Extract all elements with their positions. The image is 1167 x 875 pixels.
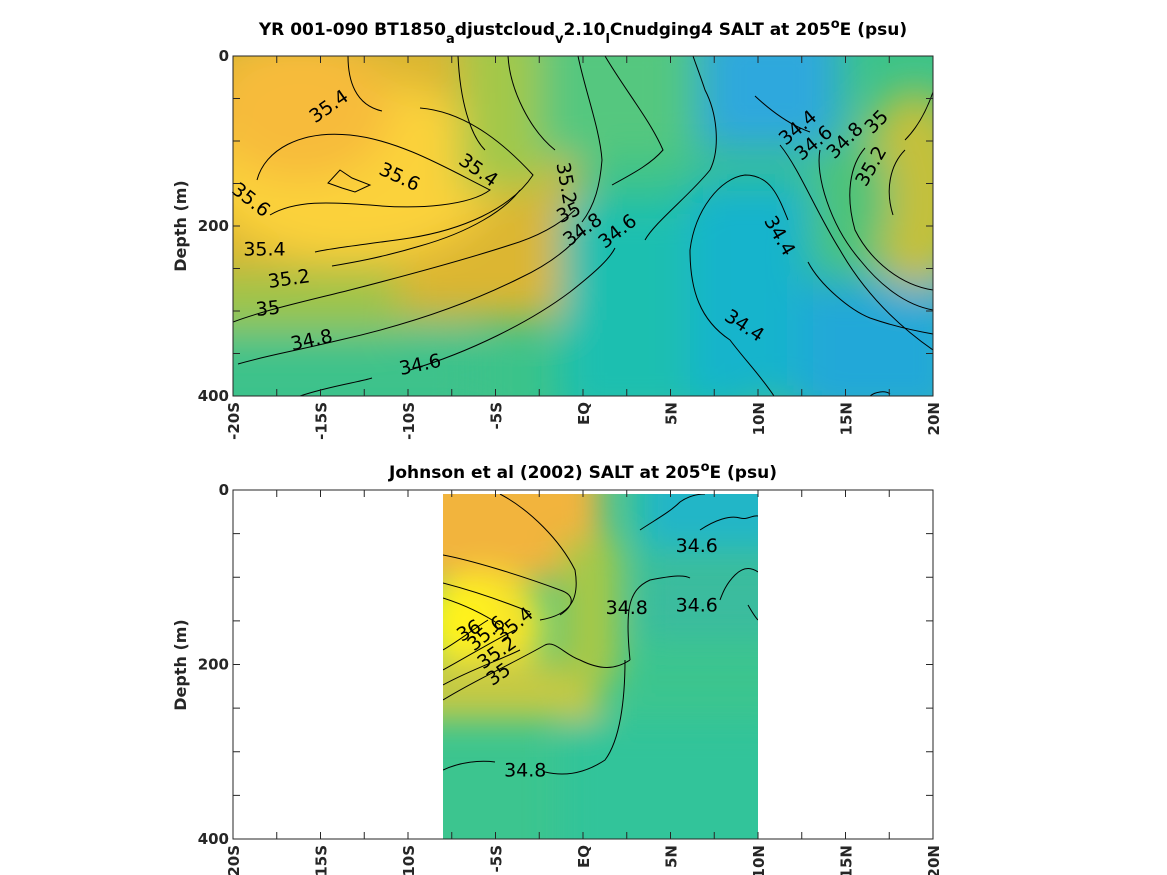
y-tick-label: 0: [219, 481, 229, 499]
y-axis-label-top: Depth (m): [171, 180, 190, 272]
contour-label: 35: [255, 297, 281, 321]
chart-title-bottom: Johnson et al (2002) SALT at 205oE (psu): [388, 460, 777, 483]
x-tick-label: -15S: [313, 402, 331, 440]
x-tick-label: -5S: [488, 845, 506, 872]
axes-bottom: -20S -15S -10S -5S EQ 5N 10N 15N 20N 0 200 400: [198, 481, 943, 875]
x-tick-label: -5S: [488, 402, 506, 429]
x-tick-label: EQ: [575, 845, 593, 868]
x-tick-label: -20S: [225, 402, 243, 440]
y-tick-label: 200: [198, 217, 229, 235]
x-tick-label: EQ: [575, 402, 593, 425]
x-tick-label: 15N: [838, 845, 856, 875]
x-tick-label: 20N: [925, 845, 943, 875]
x-tick-label: 20N: [925, 402, 943, 435]
x-tick-label: 10N: [750, 845, 768, 875]
x-tick-label: -20S: [225, 845, 243, 875]
contour-label: 34.8: [504, 759, 546, 781]
x-tick-label: -15S: [313, 845, 331, 875]
contour-label: 34.8: [606, 597, 648, 619]
axes-top: -20S -15S -10S -5S EQ 5N 10N 15N 20N 0 200 400: [198, 47, 943, 440]
contour-label: 34.6: [676, 535, 718, 557]
y-tick-label: 0: [219, 47, 229, 65]
x-tick-label: 15N: [838, 402, 856, 435]
heatmap-bottom: [443, 494, 758, 839]
x-tick-label: -10S: [400, 402, 418, 440]
panel-top: YR 001-090 BT1850adjustcloudv2.10lCnudgi…: [171, 17, 943, 440]
heatmap-top: [233, 56, 933, 396]
contour-label: 35.4: [243, 238, 285, 260]
chart-title-top: YR 001-090 BT1850adjustcloudv2.10lCnudgi…: [258, 17, 907, 47]
panel-bottom: Johnson et al (2002) SALT at 205oE (psu): [171, 460, 943, 875]
x-tick-label: 10N: [750, 402, 768, 435]
y-tick-label: 400: [198, 830, 229, 848]
contour-lines-bottom: [443, 494, 758, 775]
x-tick-label: -10S: [400, 845, 418, 875]
y-tick-label: 400: [198, 387, 229, 405]
x-tick-label: 5N: [663, 845, 681, 868]
y-tick-label: 200: [198, 656, 229, 674]
contour-lines-top: [233, 56, 933, 396]
y-axis-label-bottom: Depth (m): [171, 619, 190, 711]
x-tick-label: 5N: [663, 402, 681, 425]
contour-label: 34.6: [676, 595, 718, 617]
